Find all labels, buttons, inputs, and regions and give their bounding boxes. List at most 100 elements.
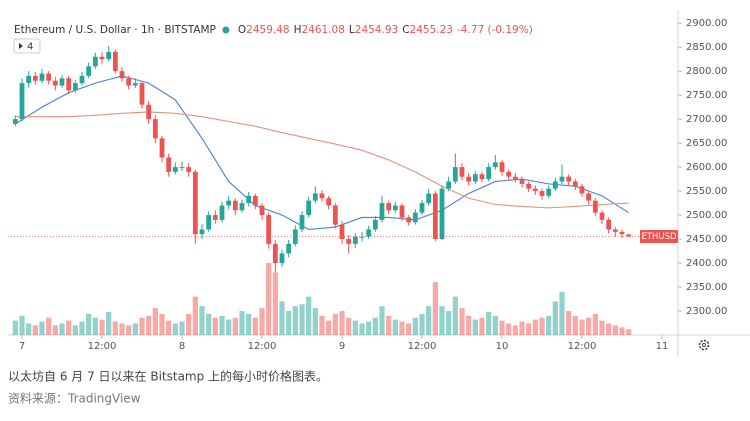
volume-bar [566, 311, 572, 335]
volume-bar [319, 315, 325, 335]
volume-bar [306, 296, 312, 335]
candle-body [572, 181, 578, 187]
volume-bar [399, 321, 405, 335]
x-tick-label: 10 [496, 341, 509, 352]
candle-body [412, 212, 418, 223]
volume-bar [492, 315, 498, 335]
candle-body [79, 75, 85, 84]
x-tick-label: 12:00 [568, 341, 597, 352]
candle-body [379, 203, 385, 220]
candle-body [119, 71, 125, 79]
candle-body [219, 205, 225, 220]
volume-bar [546, 315, 552, 335]
volume-bar [126, 325, 132, 335]
volume-bar [412, 317, 418, 335]
candle-body [179, 167, 185, 169]
volume-bar [626, 329, 632, 335]
y-tick-label: 2400.00 [686, 258, 727, 269]
candle-body [612, 229, 618, 232]
volume-bar [199, 306, 205, 335]
ohlc-label: C [402, 24, 409, 36]
ohlc-value: 2459.48 [246, 24, 289, 36]
volume-bar [299, 304, 305, 335]
ohlc-value: 2455.23 [410, 24, 453, 36]
candle-body [559, 176, 565, 182]
volume-bar [52, 325, 58, 335]
candle-body [239, 203, 245, 211]
x-tick-label: 8 [179, 341, 185, 352]
plot [8, 46, 678, 335]
candle-body [286, 243, 292, 254]
source: 资料来源：TradingView [8, 392, 141, 406]
candle-body [266, 215, 272, 244]
gear-outer[interactable] [698, 339, 710, 351]
collapse-arrow[interactable] [19, 43, 23, 49]
volume-bar [499, 320, 505, 335]
candle-body [192, 171, 198, 235]
candle-body [399, 205, 405, 218]
volume-bar [266, 263, 272, 335]
indicator-count[interactable]: 4 [27, 42, 33, 53]
candle-body [592, 200, 598, 213]
volume-bar [379, 306, 385, 335]
volume-bar [572, 315, 578, 335]
candle-body [406, 217, 412, 223]
volume-bar [206, 313, 212, 335]
candle-body [312, 193, 318, 201]
candle-body [326, 198, 332, 206]
candle-body [319, 193, 325, 199]
volume-bar [259, 308, 265, 335]
volume-bar [506, 323, 512, 335]
volume-bar [106, 311, 112, 335]
volume-bar [446, 311, 452, 335]
candle-body [199, 229, 205, 235]
volume-bar [59, 323, 65, 335]
gear-inner[interactable] [701, 342, 707, 348]
indicator-box[interactable] [13, 38, 41, 54]
y-tick-label: 2900.00 [686, 18, 727, 29]
volume-bar [179, 321, 185, 335]
volume-bar [479, 317, 485, 335]
volume-bar [119, 323, 125, 335]
volume-bar [132, 323, 138, 335]
volume-bar [166, 320, 172, 335]
candle-body [306, 200, 312, 216]
candle-body [212, 215, 218, 220]
volume-bar [86, 313, 92, 335]
candle-body [366, 229, 372, 237]
status-dot [222, 26, 230, 34]
last-price-box [640, 230, 678, 244]
volume-bar [419, 313, 425, 335]
volume-bar [372, 317, 378, 335]
candle-body [359, 236, 365, 238]
y-tick-label: 2700.00 [686, 114, 727, 125]
volume-bar [592, 313, 598, 335]
y-tick-label: 2850.00 [686, 42, 727, 53]
symbol-title: Ethereum / U.S. Dollar · 1h · BITSTAMP [14, 24, 216, 36]
candle-body [532, 188, 538, 192]
candle-body [26, 75, 32, 84]
ohlc-value: 2461.08 [301, 24, 344, 36]
volume-bar [586, 317, 592, 335]
volume-bar [606, 323, 612, 335]
candle-body [92, 56, 98, 67]
indicator-toggle[interactable]: 4 [13, 38, 41, 54]
candle-body [172, 167, 178, 172]
ohlc-value: 2454.93 [355, 24, 398, 36]
candle-body [346, 239, 352, 244]
volume-bar [432, 282, 438, 335]
volume-bar [239, 311, 245, 335]
volume-bar [272, 272, 278, 335]
settings-icon[interactable] [698, 339, 710, 351]
volume-bar [46, 317, 52, 335]
candle-body [486, 167, 492, 180]
candle-body [12, 119, 18, 124]
candle-body [232, 200, 238, 211]
volume-bar [612, 325, 618, 335]
candle-body [432, 193, 438, 240]
y-tick-label: 2750.00 [686, 90, 727, 101]
candle-body [512, 176, 518, 180]
candle-body [579, 186, 585, 194]
volume-bar [19, 315, 25, 335]
